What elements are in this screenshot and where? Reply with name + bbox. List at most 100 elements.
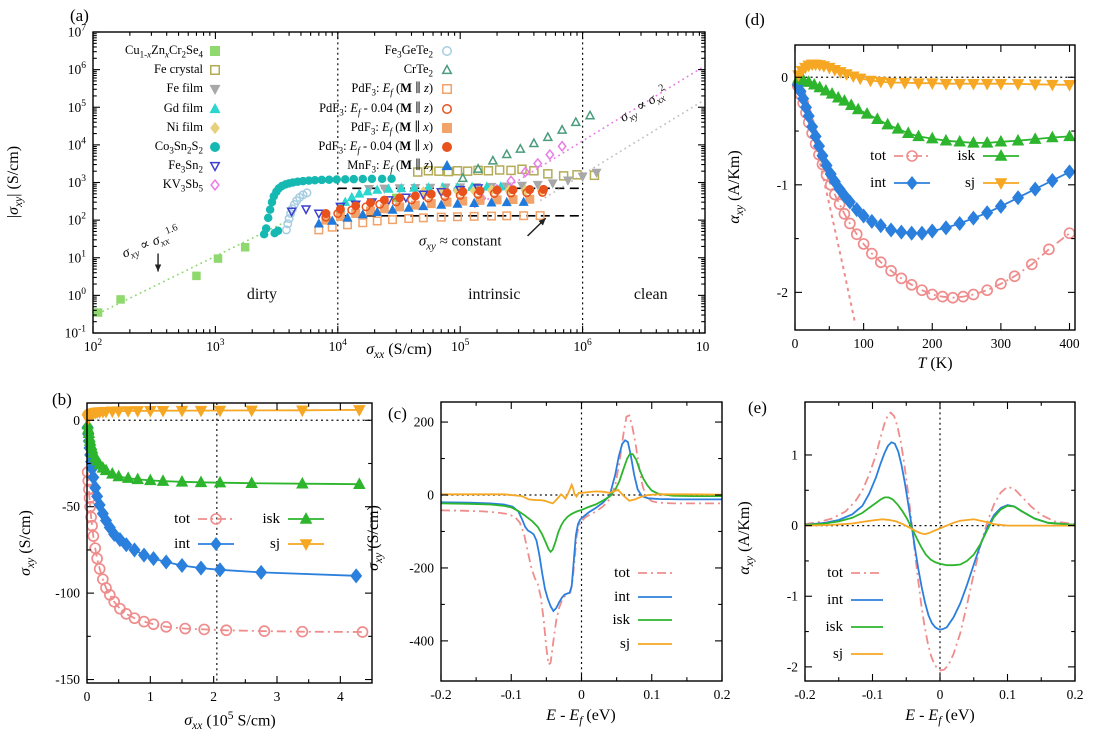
svg-text:103: 103 bbox=[206, 338, 225, 354]
panel-c-xlabel: E - Ef (eV) bbox=[546, 707, 616, 728]
svg-text:104: 104 bbox=[329, 338, 348, 354]
svg-text:103: 103 bbox=[68, 174, 87, 190]
svg-text:0: 0 bbox=[427, 488, 434, 503]
panel-c-letter: (c) bbox=[388, 404, 407, 423]
svg-text:105: 105 bbox=[68, 99, 87, 115]
axes: 0 100 200 300 400 0 -1 -2 bbox=[777, 45, 1080, 351]
svg-text:0: 0 bbox=[791, 518, 798, 533]
svg-text:3: 3 bbox=[274, 689, 281, 704]
svg-text:100: 100 bbox=[68, 287, 87, 303]
series-co3sn2s2 bbox=[259, 174, 396, 239]
svg-text:102: 102 bbox=[68, 212, 87, 228]
panel-c-ylabel: σxy (S/cm) bbox=[364, 505, 386, 571]
svg-text:200: 200 bbox=[414, 415, 435, 430]
svg-text:0: 0 bbox=[781, 70, 788, 85]
svg-text:-2: -2 bbox=[777, 285, 788, 300]
panel-c: -0.2 -0.1 0 0.1 0.2 200 0 -200 -400 tot int isk sj … bbox=[355, 376, 730, 742]
svg-text:4: 4 bbox=[337, 689, 344, 704]
panel-e-xlabel: E - Ef (eV) bbox=[905, 707, 975, 728]
panel-e-ylabel: αxy (A/Km) bbox=[735, 501, 757, 575]
svg-text:101: 101 bbox=[68, 249, 87, 265]
series-pdf3-efx bbox=[321, 194, 535, 225]
svg-text:0.1: 0.1 bbox=[999, 687, 1016, 702]
svg-text:0: 0 bbox=[578, 687, 585, 702]
series-sj bbox=[81, 405, 366, 426]
series-isk bbox=[804, 496, 1076, 567]
panel-a-plot: 10210310410510610710-1100101102103104105… bbox=[65, 24, 710, 355]
series-sj bbox=[792, 59, 1076, 92]
svg-text:0.1: 0.1 bbox=[643, 687, 660, 702]
svg-text:200: 200 bbox=[922, 336, 943, 351]
series-trend-sq-gray bbox=[539, 98, 706, 202]
svg-text:400: 400 bbox=[1059, 336, 1080, 351]
svg-text:-400: -400 bbox=[409, 633, 434, 648]
svg-text:-150: -150 bbox=[55, 672, 80, 687]
panel-d-xlabel: T (K) bbox=[917, 355, 953, 372]
series-int bbox=[81, 419, 363, 584]
series-isk bbox=[440, 452, 722, 554]
series-int bbox=[440, 439, 722, 613]
panel-a-ylabel: |σxy| (S/cm) bbox=[4, 145, 26, 219]
panel-e-plot: -0.2 -0.1 0 0.1 0.2 1 0 -1 -2 bbox=[787, 401, 1084, 702]
svg-text:105: 105 bbox=[451, 338, 470, 354]
svg-text:102: 102 bbox=[84, 338, 103, 354]
axes: 0 1 2 3 4 0 -50 -100 -150 bbox=[55, 403, 372, 704]
svg-text:-50: -50 bbox=[62, 499, 80, 514]
svg-text:-2: -2 bbox=[787, 659, 798, 674]
svg-text:0: 0 bbox=[84, 689, 91, 704]
axes: -0.2 -0.1 0 0.1 0.2 200 0 -200 -400 bbox=[409, 402, 730, 702]
panel-e-letter: (e) bbox=[748, 398, 767, 417]
series-int bbox=[791, 77, 1076, 241]
panel-c-plot: -0.2 -0.1 0 0.1 0.2 200 0 -200 -400 bbox=[409, 401, 730, 702]
svg-text:-0.1: -0.1 bbox=[862, 687, 883, 702]
panel-a: 10210310410510610710-1100101102103104105… bbox=[0, 0, 710, 376]
series-pdf3-efx004 bbox=[321, 184, 549, 218]
axes: -0.2 -0.1 0 0.1 0.2 1 0 -1 -2 bbox=[787, 402, 1084, 702]
svg-text:1: 1 bbox=[147, 689, 154, 704]
svg-text:106: 106 bbox=[573, 338, 592, 354]
svg-text:104: 104 bbox=[68, 136, 87, 152]
svg-text:-1: -1 bbox=[777, 177, 788, 192]
panel-a-xlabel: σxx (S/cm) bbox=[366, 341, 432, 362]
panel-d-ylabel: αxy (A/Km) bbox=[725, 150, 747, 224]
svg-text:0.2: 0.2 bbox=[714, 687, 730, 702]
series-pdf3-efz bbox=[314, 211, 545, 235]
series-tot bbox=[81, 466, 369, 638]
svg-text:0.2: 0.2 bbox=[1067, 687, 1084, 702]
panel-d-plot: 0 100 200 300 400 0 -1 -2 bbox=[777, 44, 1080, 351]
svg-text:-0.2: -0.2 bbox=[794, 687, 815, 702]
panel-e: -0.2 -0.1 0 0.1 0.2 1 0 -1 -2 tot int isk sj (e) E … bbox=[730, 376, 1097, 742]
svg-text:106: 106 bbox=[68, 61, 87, 77]
svg-text:-0.1: -0.1 bbox=[501, 687, 522, 702]
series-int bbox=[804, 441, 1076, 631]
svg-text:0: 0 bbox=[73, 413, 80, 428]
svg-text:-0.2: -0.2 bbox=[430, 687, 451, 702]
series-crte2 bbox=[457, 109, 596, 183]
series-trend-sq-pink bbox=[473, 65, 706, 209]
svg-text:107: 107 bbox=[696, 338, 710, 354]
svg-text:2: 2 bbox=[210, 689, 217, 704]
panel-a-letter: (a) bbox=[70, 6, 89, 25]
panel-b-letter: (b) bbox=[52, 390, 72, 409]
series-mnf3 bbox=[313, 196, 529, 228]
series-fe3gete2 bbox=[281, 188, 312, 235]
svg-text:0: 0 bbox=[937, 687, 944, 702]
svg-text:0: 0 bbox=[792, 336, 799, 351]
panel-b-plot: 0 1 2 3 4 0 -50 -100 -150 bbox=[55, 402, 373, 704]
panel-b-ylabel: σxy (S/cm) bbox=[16, 510, 38, 576]
svg-text:100: 100 bbox=[854, 336, 875, 351]
svg-text:-1: -1 bbox=[787, 589, 798, 604]
series-sj bbox=[441, 482, 723, 505]
svg-text:1: 1 bbox=[791, 447, 798, 462]
series-isk bbox=[81, 417, 366, 489]
svg-text:300: 300 bbox=[991, 336, 1012, 351]
panel-b-xlabel: σxx (105 S/cm) bbox=[184, 710, 276, 733]
svg-text:-200: -200 bbox=[409, 560, 434, 575]
panel-b: 0 1 2 3 4 0 -50 -100 -150 tot isk int sj (b) σxx (1… bbox=[0, 376, 385, 742]
series-fe-crystal bbox=[413, 164, 600, 181]
series-sj bbox=[804, 518, 1075, 536]
panel-d: 0 100 200 300 400 0 -1 -2 tot isk int sj (d) T (K)… bbox=[710, 0, 1097, 376]
panel-d-letter: (d) bbox=[745, 10, 765, 29]
svg-text:-100: -100 bbox=[55, 586, 80, 601]
